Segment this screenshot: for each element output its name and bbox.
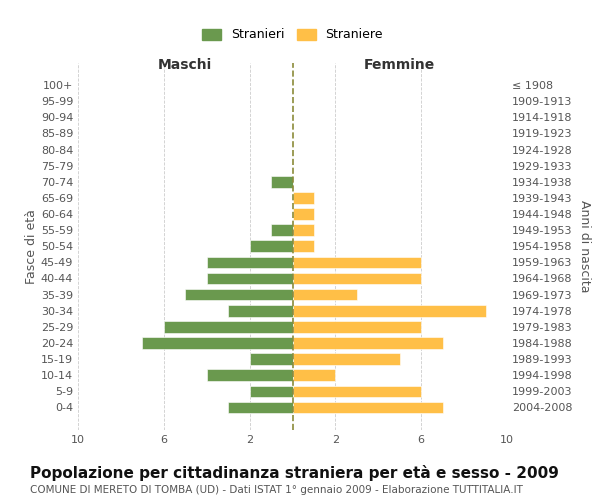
Bar: [293, 272, 421, 284]
Bar: [293, 256, 421, 268]
Bar: [293, 354, 400, 365]
Bar: [250, 240, 293, 252]
Bar: [293, 208, 314, 220]
Bar: [142, 337, 293, 349]
Legend: Stranieri, Straniere: Stranieri, Straniere: [198, 24, 387, 45]
Bar: [206, 256, 293, 268]
Bar: [293, 192, 314, 203]
Bar: [228, 402, 293, 413]
Bar: [228, 305, 293, 316]
Bar: [293, 321, 421, 332]
Text: COMUNE DI MERETO DI TOMBA (UD) - Dati ISTAT 1° gennaio 2009 - Elaborazione TUTTI: COMUNE DI MERETO DI TOMBA (UD) - Dati IS…: [30, 485, 523, 495]
Bar: [206, 370, 293, 381]
Bar: [293, 370, 335, 381]
Text: Femmine: Femmine: [364, 58, 436, 72]
Bar: [293, 224, 314, 236]
Text: Popolazione per cittadinanza straniera per età e sesso - 2009: Popolazione per cittadinanza straniera p…: [30, 465, 559, 481]
Bar: [250, 354, 293, 365]
Bar: [293, 386, 421, 397]
Y-axis label: Anni di nascita: Anni di nascita: [578, 200, 591, 292]
Bar: [206, 272, 293, 284]
Y-axis label: Fasce di età: Fasce di età: [25, 209, 38, 284]
Bar: [293, 305, 485, 316]
Bar: [293, 337, 443, 349]
Text: Maschi: Maschi: [158, 58, 212, 72]
Bar: [293, 289, 357, 300]
Bar: [164, 321, 293, 332]
Bar: [250, 386, 293, 397]
Bar: [185, 289, 293, 300]
Bar: [271, 176, 293, 188]
Bar: [293, 240, 314, 252]
Bar: [293, 402, 443, 413]
Bar: [271, 224, 293, 236]
